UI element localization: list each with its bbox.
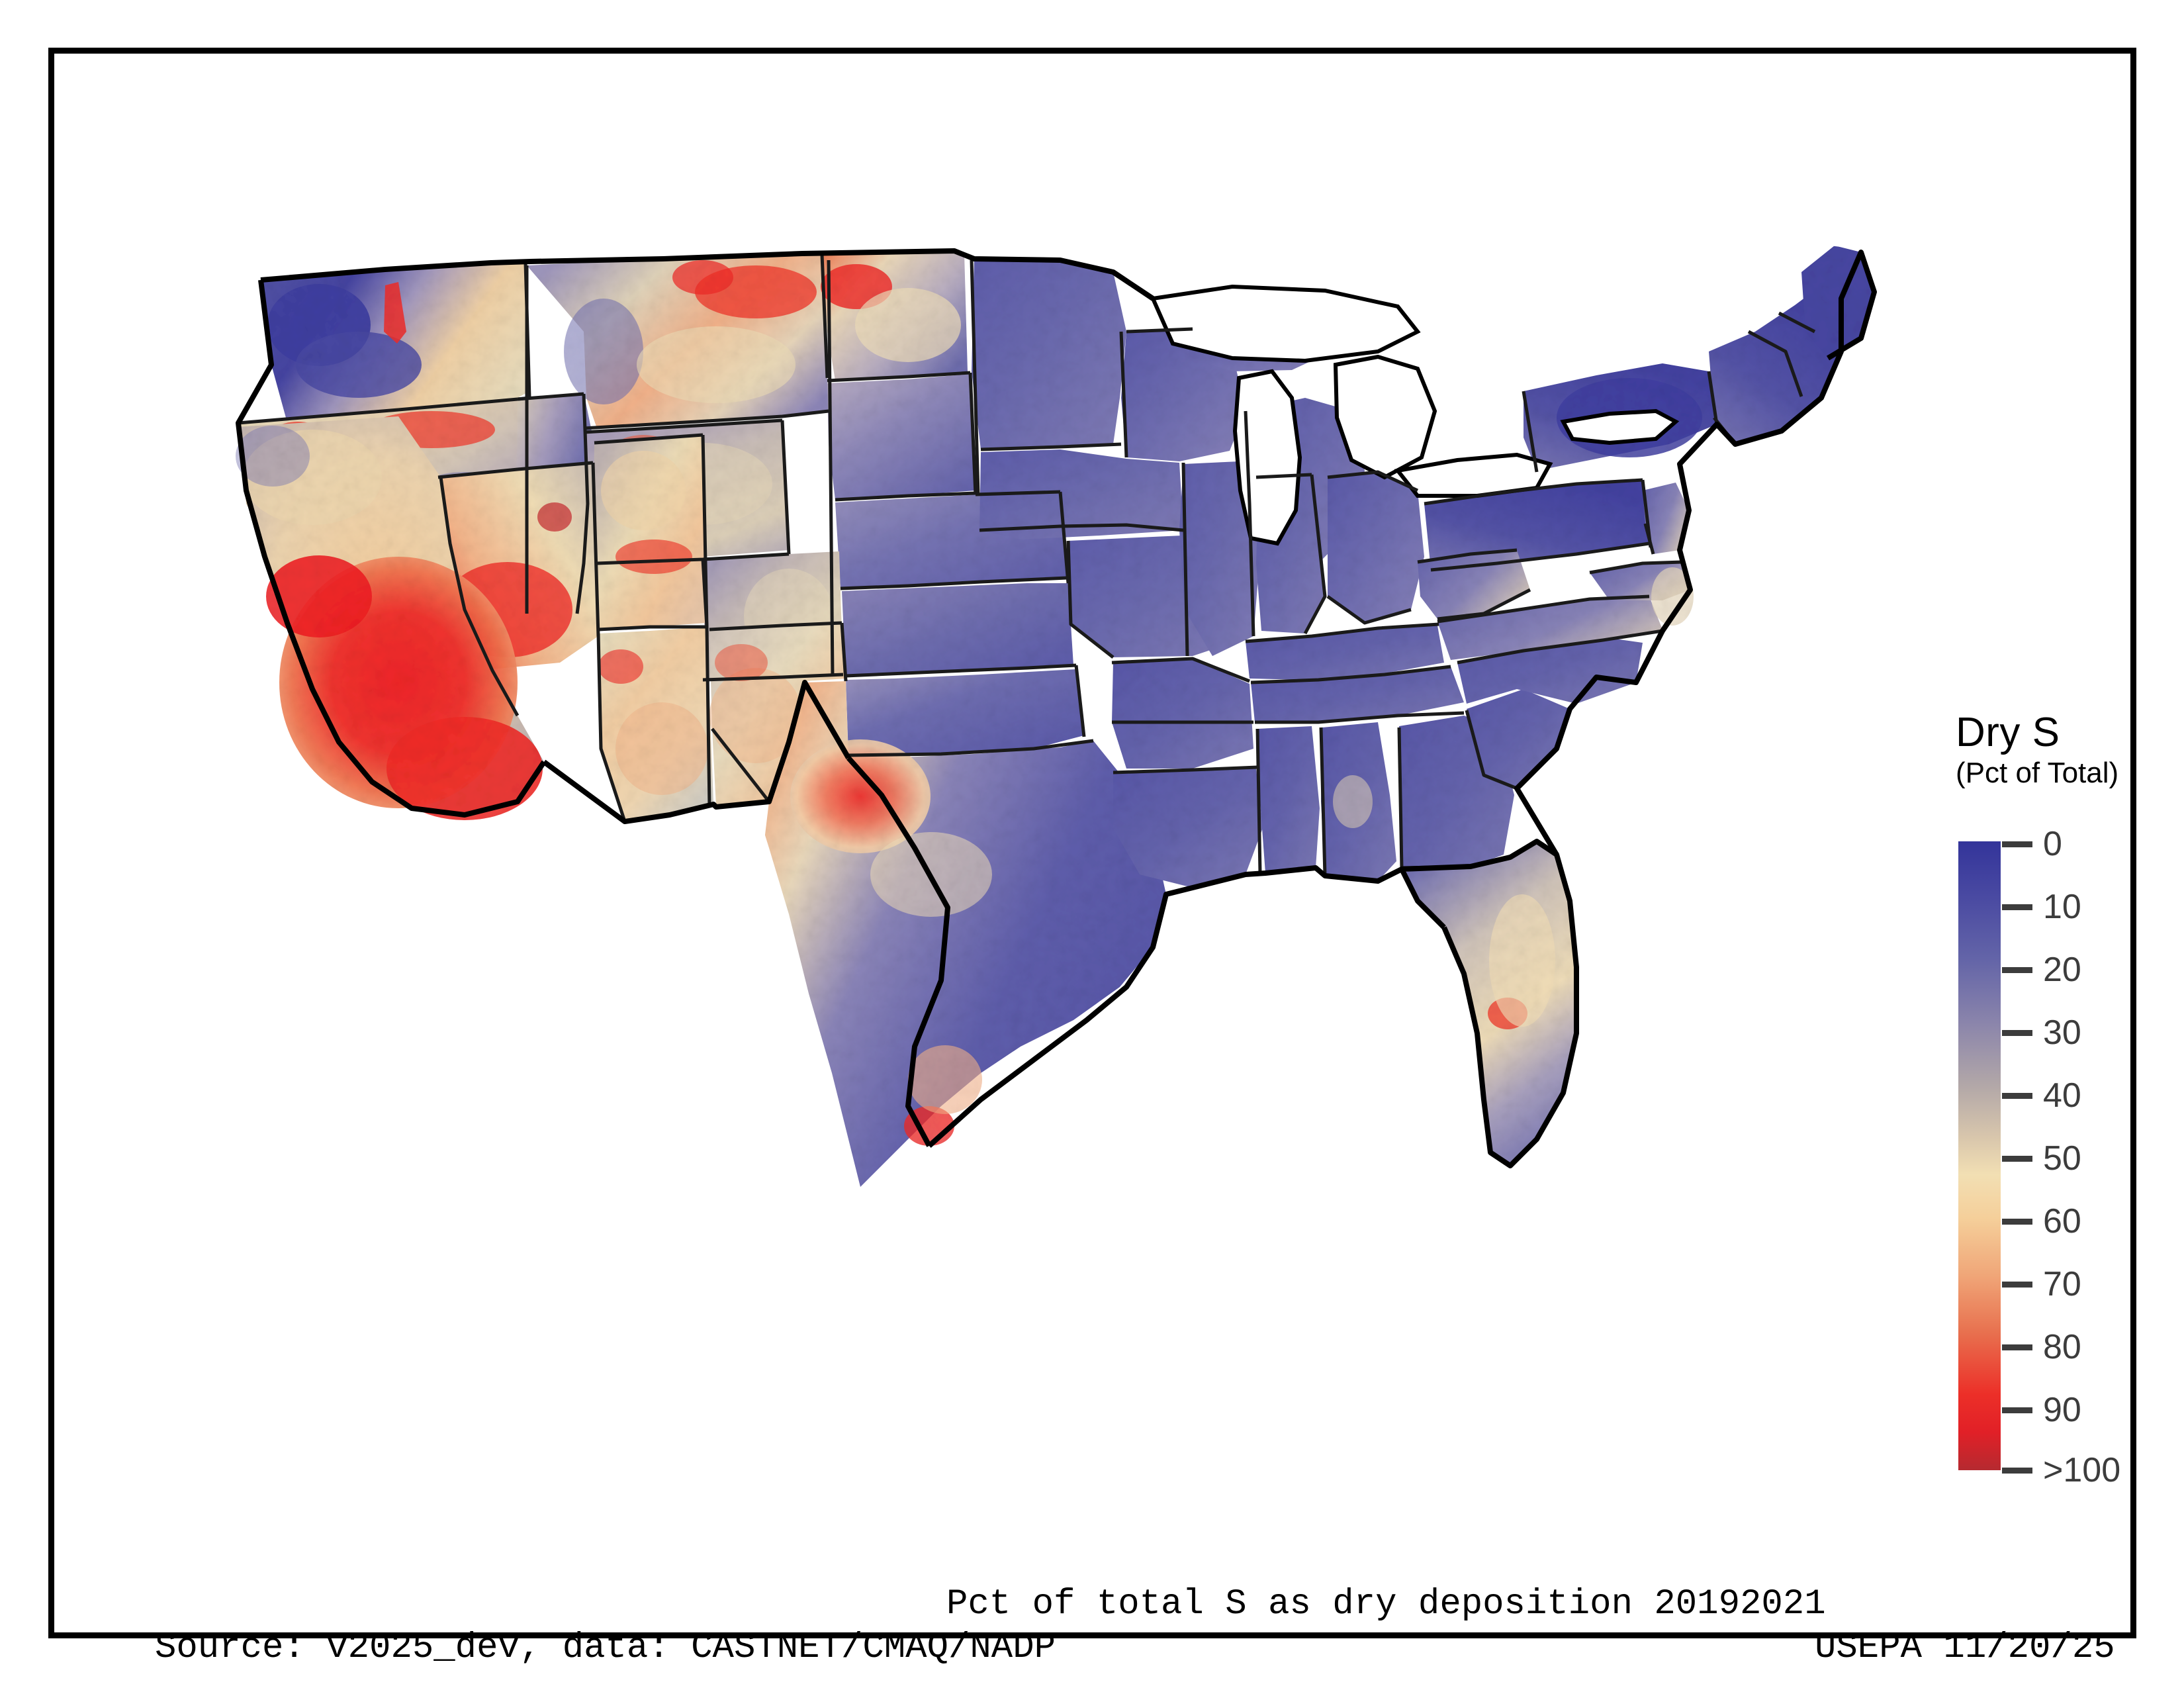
source-text: Source: v2025_dev, data: CASTNET/CMAQ/NA… [155,1628,1056,1668]
state-borders [236,254,1816,876]
region-mississippi [1257,726,1320,873]
region-pennsylvania [1424,480,1649,570]
region-wa-red-strip [384,282,406,344]
colorbar-tick [2002,1344,2032,1350]
map-caption: Pct of total S as dry deposition 2019202… [946,1584,1826,1624]
lake-superior [1150,284,1421,363]
region-mt-cream [637,326,796,403]
region-az-warm [615,702,708,795]
neighbor-country-masks [120,133,1947,1351]
region-south-carolina [1467,689,1570,788]
colorbar-tick-label: 30 [2043,1013,2081,1052]
region-west-cascades [296,332,422,398]
region-ca-socal-hot [387,717,543,820]
colorbar-tick [2002,1219,2032,1225]
colorbar-legend: Dry S (Pct of Total) 0 10 20 30 40 [1944,709,2184,1523]
colorbar-tick [2002,1468,2032,1474]
colorbar-tick [2002,967,2032,973]
region-tx-rgv-warm [908,1045,982,1114]
region-tennessee [1251,667,1464,722]
colorbar-tick [2002,1407,2032,1413]
colorbar-tick [2002,904,2032,910]
region-illinois [1179,461,1259,656]
deposition-raster [236,246,1874,1192]
region-nm-red [715,644,768,681]
credit-text: USEPA 11/20/25 [1815,1628,2115,1668]
region-ohio [1328,472,1424,623]
region-kansas [842,583,1073,676]
colorbar-tick [2002,1282,2032,1288]
region-nm-warm [709,668,802,763]
lake-erie [1394,452,1553,498]
colorbar-tick-label: 90 [2043,1391,2081,1429]
colorbar-tick [2002,1093,2032,1099]
colorbar-tick [2002,1156,2032,1162]
us-deposition-map [120,133,1947,1523]
lake-ontario [1560,408,1680,445]
region-ut-red [615,539,692,574]
map-plot-area [120,133,1947,1523]
national-outline [236,248,1877,1168]
legend-title: Dry S [1956,710,2060,755]
great-lakes [1150,284,1680,546]
region-ut-cream [601,451,686,530]
region-maine [1801,246,1874,358]
region-permian-basin [790,739,931,853]
region-minnesota [972,259,1126,449]
region-south-dakota [827,374,976,500]
colorbar-tick-label: 80 [2043,1328,2081,1366]
legend-subtitle: (Pct of Total) [1956,757,2119,789]
region-az-red-sw [598,649,643,684]
figure-frame: Dry S (Pct of Total) 0 10 20 30 40 [48,48,2136,1668]
colorbar-tick-label: 0 [2043,825,2062,863]
colorbar-tick-label: 50 [2043,1139,2081,1178]
region-iowa [979,449,1183,539]
lake-huron [1333,354,1437,480]
colorbar-tick [2002,841,2032,847]
canada-mask [120,133,1947,272]
region-al-warm [1333,775,1373,828]
colorbar-tick-label: 70 [2043,1265,2081,1303]
region-arkansas [1112,659,1253,769]
region-ca-nw-blue [236,426,310,487]
region-mt-red2 [672,260,733,295]
colorbar-tick [2002,1030,2032,1036]
colorbar-tick-label: 20 [2043,951,2081,989]
region-north-carolina [1457,636,1643,704]
region-nd-cream [855,288,961,362]
colorbar-tick-label: 10 [2043,888,2081,926]
region-oklahoma [846,669,1084,755]
region-fl-cream-ridge [1489,894,1555,1027]
colorbar-gradient [1958,841,2001,1470]
region-new-jersey [1643,483,1689,554]
mexico-mask [319,806,875,1351]
colorbar-tick-label: >100 [2043,1451,2121,1489]
region-virginia [1437,596,1662,660]
colorbar-tick-label: 60 [2043,1202,2081,1241]
region-nv-red-pt [537,502,572,532]
colorbar-wrap: 0 10 20 30 40 50 60 70 80 90 >100 [1958,825,2177,1489]
region-delmarva-cream [1651,567,1694,626]
region-mt-blue-w [564,299,643,404]
region-ca-bay-hot [266,555,372,637]
lake-michigan [1232,369,1302,546]
colorbar-tick-label: 40 [2043,1076,2081,1115]
region-louisiana [1113,769,1263,888]
